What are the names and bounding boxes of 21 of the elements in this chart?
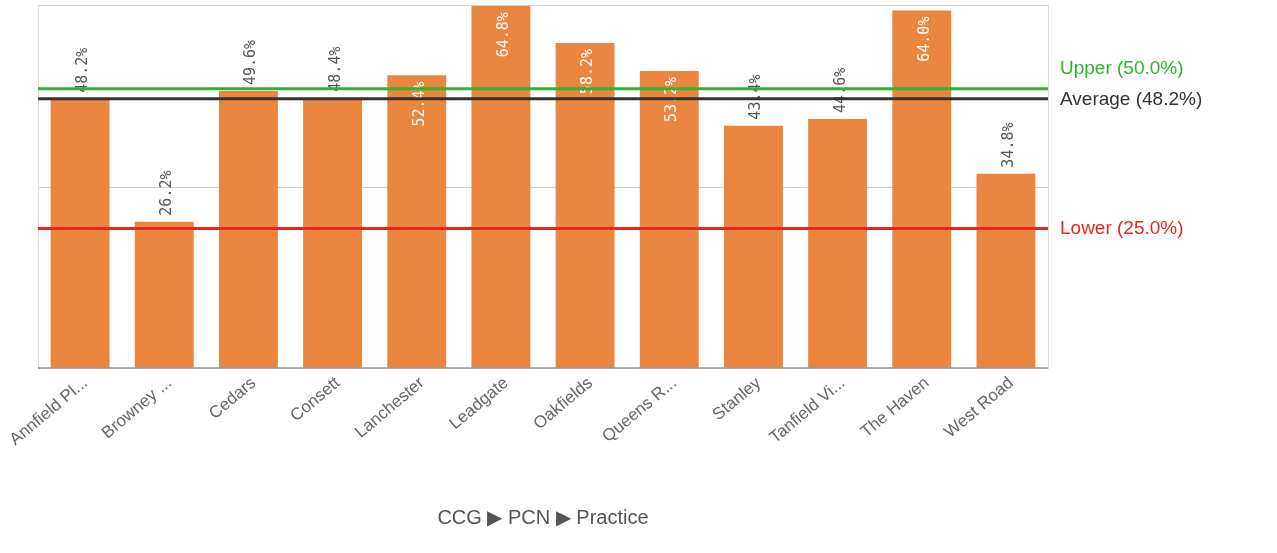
data-label: 34.8% [998,122,1017,168]
bar [387,75,447,368]
text: CCG ▶ PCN ▶ Practice [437,505,649,528]
bar [555,42,615,368]
data-label: 49.6% [241,39,260,85]
bar [218,91,278,368]
bar [808,118,868,368]
ref-line-label: Average (48.2%) [1060,87,1203,109]
data-label: 64.0% [914,16,933,62]
bar [471,6,531,368]
bar [976,173,1036,368]
ref-line-label: Lower (25.0%) [1060,217,1184,239]
ref-line-label: Upper (50.0%) [1060,56,1184,78]
bar [892,10,952,368]
bar [723,125,783,368]
data-label: 64.8% [493,12,512,58]
bar [134,221,194,368]
data-label: 26.2% [157,170,176,216]
bar [639,70,699,368]
bar [303,97,363,368]
bar [50,98,110,368]
